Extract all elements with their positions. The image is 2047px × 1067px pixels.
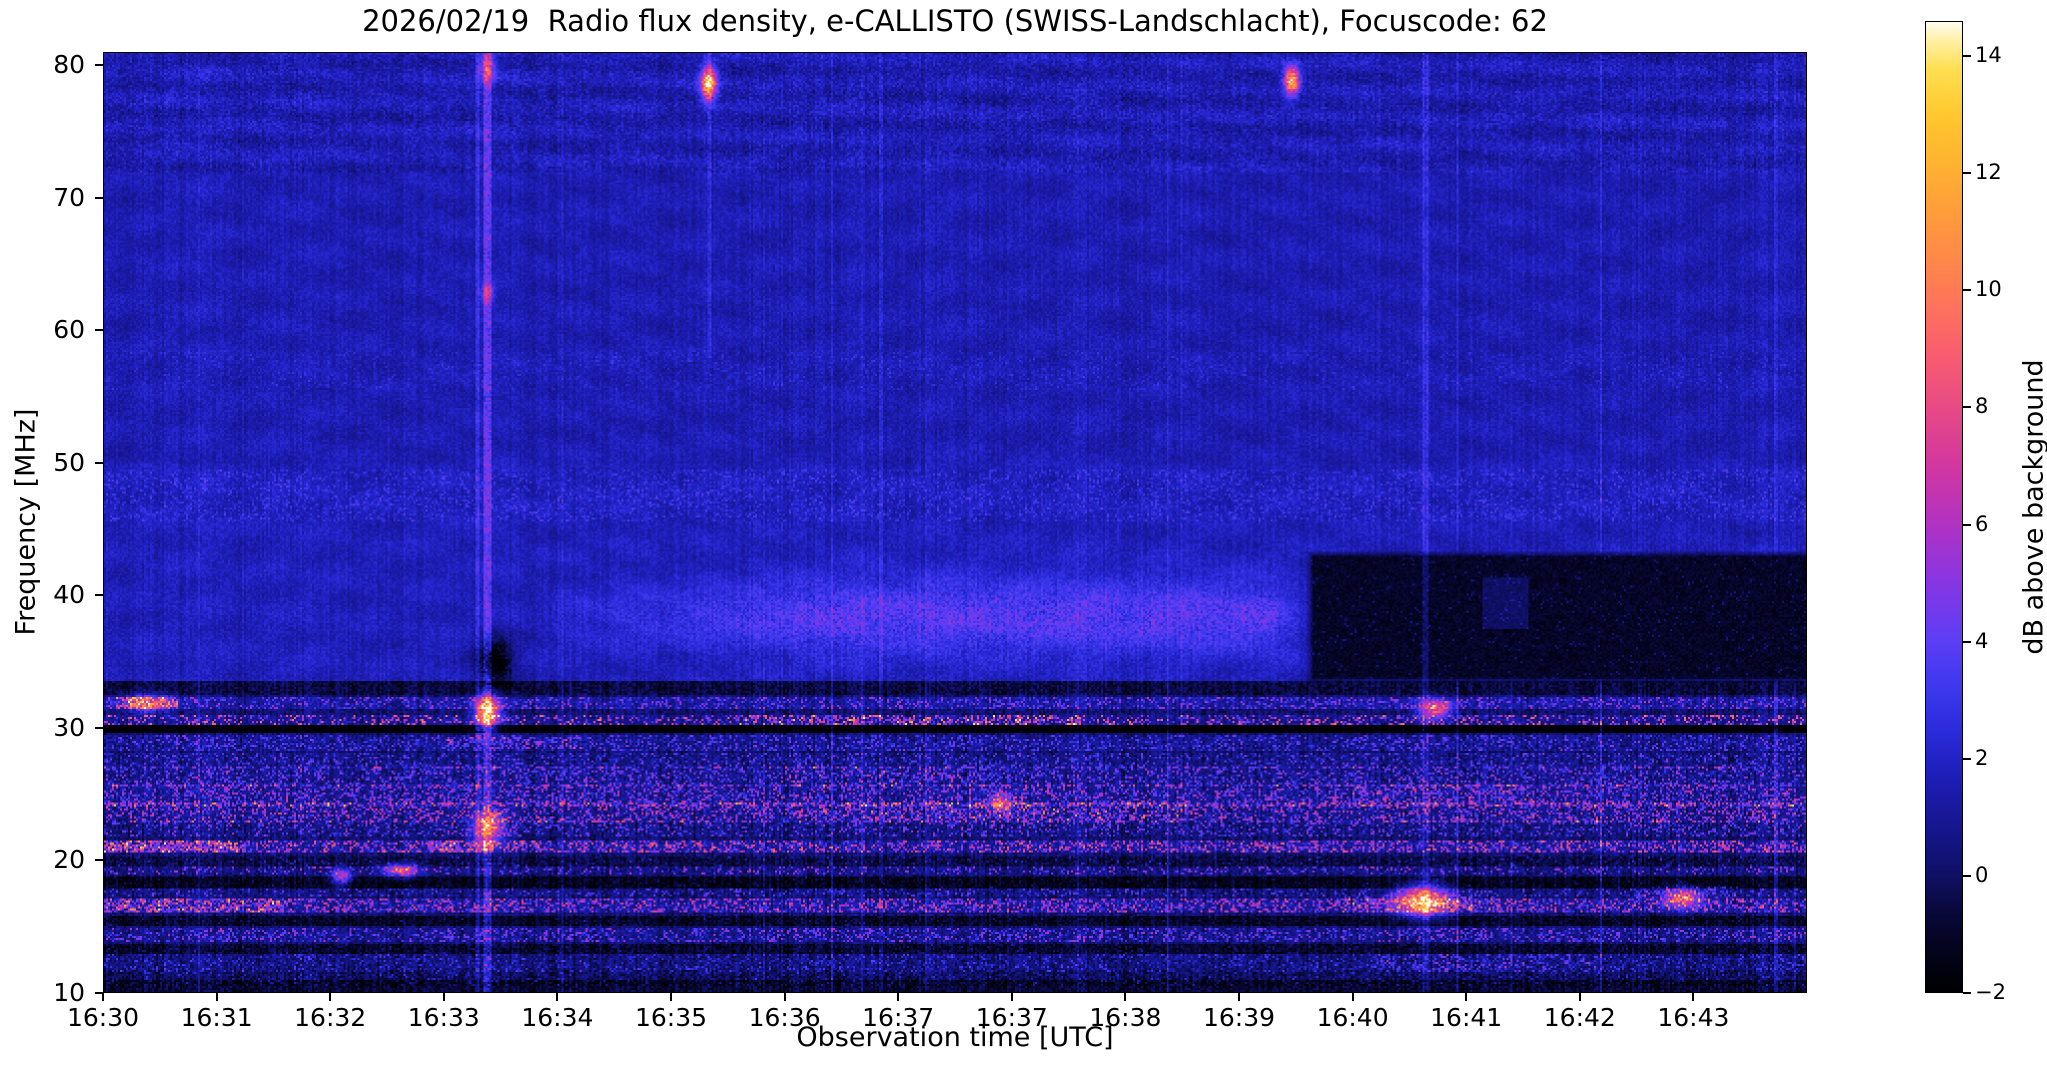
x-tick-mark (783, 993, 786, 1001)
x-tick-mark (1578, 993, 1581, 1001)
x-tick-label: 16:37 (862, 1003, 935, 1032)
y-tick-label: 10 (53, 978, 85, 1007)
chart-title: 2026/02/19 Radio flux density, e-CALLIST… (362, 4, 1548, 38)
y-tick-mark (95, 329, 103, 332)
colorbar-tick-mark (1963, 406, 1971, 409)
x-tick-mark (1692, 993, 1695, 1001)
x-tick-label: 16:31 (180, 1003, 253, 1032)
y-tick-mark (95, 992, 103, 994)
colorbar-tick-label: 14 (1975, 43, 2002, 68)
colorbar-tick-label: 8 (1975, 394, 1989, 419)
y-tick-label: 70 (53, 182, 85, 212)
x-tick-label: 16:32 (294, 1003, 367, 1032)
colorbar-tick-label: 4 (1975, 628, 1989, 653)
x-tick-mark (1238, 993, 1240, 1001)
x-tick-label: 16:30 (66, 1003, 140, 1032)
plot-area (103, 52, 1807, 993)
x-tick-mark (670, 993, 672, 1001)
x-tick-mark (1124, 993, 1127, 1001)
colorbar-tick-mark (1963, 874, 1971, 877)
y-tick-label: 30 (53, 712, 85, 742)
colorbar (1925, 21, 1963, 993)
colorbar-tick-label: 6 (1975, 511, 1989, 536)
colorbar-label: dB above background (2018, 359, 2047, 655)
x-tick-label: 16:35 (634, 1003, 708, 1032)
colorbar-tick-label: −2 (1975, 980, 2006, 1004)
x-tick-label: 16:34 (521, 1003, 594, 1032)
colorbar-tick-label: 10 (1975, 277, 2002, 302)
y-tick-label: 80 (53, 50, 85, 80)
x-tick-mark (215, 993, 218, 1001)
x-tick-mark (1465, 993, 1468, 1001)
x-tick-label: 16:41 (1430, 1003, 1503, 1032)
y-tick-mark (95, 196, 103, 199)
x-tick-mark (1351, 993, 1354, 1001)
colorbar-tick-mark (1963, 55, 1971, 58)
colorbar-gradient (1926, 22, 1962, 992)
y-tick-mark (95, 461, 103, 464)
x-tick-label: 16:36 (748, 1003, 821, 1032)
y-tick-label: 40 (53, 580, 85, 610)
colorbar-tick-mark (1963, 757, 1971, 760)
y-tick-mark (95, 64, 103, 67)
x-tick-mark (556, 993, 559, 1001)
colorbar-tick-label: 2 (1975, 745, 1989, 770)
colorbar-tick-mark (1963, 289, 1971, 292)
colorbar-tick-mark (1963, 523, 1971, 526)
colorbar-tick-label: 12 (1975, 160, 2002, 185)
spectrogram-canvas (104, 53, 1806, 992)
x-axis-label: Observation time [UTC] (796, 1022, 1114, 1053)
x-tick-label: 16:33 (407, 1003, 480, 1032)
colorbar-tick-label: 0 (1975, 862, 1989, 887)
y-tick-mark (95, 859, 103, 862)
x-tick-label: 16:39 (1202, 1003, 1276, 1032)
y-tick-label: 50 (53, 447, 85, 477)
x-tick-mark (102, 993, 104, 1001)
x-tick-mark (442, 993, 445, 1001)
y-tick-mark (95, 726, 103, 729)
x-tick-mark (329, 993, 332, 1001)
x-tick-label: 16:37 (975, 1003, 1048, 1032)
y-tick-label: 60 (53, 315, 85, 345)
y-tick-mark (95, 594, 103, 597)
colorbar-tick-mark (1963, 640, 1971, 643)
colorbar-tick-mark (1963, 992, 1971, 994)
x-tick-label: 16:40 (1316, 1003, 1389, 1032)
x-tick-label: 16:43 (1657, 1003, 1730, 1032)
colorbar-tick-mark (1963, 172, 1971, 175)
x-tick-mark (897, 993, 900, 1001)
y-tick-label: 20 (53, 845, 85, 875)
x-tick-label: 16:38 (1089, 1003, 1162, 1032)
x-tick-label: 16:42 (1543, 1003, 1616, 1032)
x-tick-mark (1010, 993, 1013, 1001)
